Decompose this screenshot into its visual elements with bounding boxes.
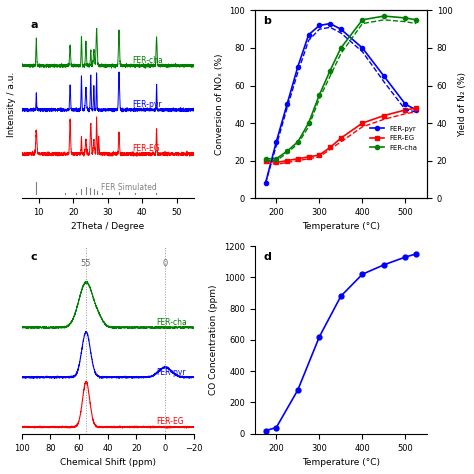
FER-pyr [338, 27, 344, 32]
Text: a: a [30, 20, 37, 30]
Text: FER-EG: FER-EG [132, 144, 159, 153]
Line: FER-pyr: FER-pyr [264, 21, 419, 185]
FER-pyr [360, 45, 365, 51]
FER-EG [284, 158, 290, 164]
FER-EG [413, 105, 419, 111]
FER-pyr [284, 101, 290, 107]
Y-axis label: Intensity / a.u.: Intensity / a.u. [7, 72, 16, 137]
X-axis label: Chemical Shift (ppm): Chemical Shift (ppm) [60, 458, 155, 467]
Text: 55: 55 [81, 259, 91, 268]
FER-EG [306, 154, 311, 160]
FER-EG [402, 107, 408, 113]
Text: b: b [264, 16, 271, 26]
Text: FER-pyr: FER-pyr [156, 367, 186, 376]
FER-cha [263, 156, 268, 162]
FER-EG [360, 120, 365, 126]
FER-pyr [263, 180, 268, 186]
FER-pyr [327, 21, 333, 27]
X-axis label: 2Theta / Degree: 2Theta / Degree [71, 222, 144, 231]
FER-EG [263, 158, 268, 164]
Legend: FER-pyr, FER-EG, FER-cha: FER-pyr, FER-EG, FER-cha [367, 123, 420, 154]
X-axis label: Temperature (°C): Temperature (°C) [302, 222, 380, 231]
FER-cha [295, 139, 301, 145]
FER-pyr [413, 107, 419, 113]
Text: 0: 0 [163, 259, 168, 268]
FER-cha [338, 45, 344, 51]
FER-pyr [381, 73, 387, 79]
Text: FER-pyr: FER-pyr [132, 100, 161, 109]
FER-cha [273, 156, 279, 162]
Text: FER-cha: FER-cha [132, 56, 163, 65]
FER-cha [306, 120, 311, 126]
FER-pyr [295, 64, 301, 70]
Text: FER Simulated: FER Simulated [101, 183, 156, 192]
FER-EG [327, 145, 333, 150]
Text: FER-cha: FER-cha [156, 318, 187, 327]
Y-axis label: Yield of N₂ (%): Yield of N₂ (%) [458, 72, 467, 137]
X-axis label: Temperature (°C): Temperature (°C) [302, 458, 380, 467]
Text: FER-EG: FER-EG [156, 417, 184, 426]
FER-cha [284, 148, 290, 154]
Text: c: c [30, 252, 37, 262]
FER-cha [413, 17, 419, 23]
FER-EG [381, 113, 387, 118]
FER-EG [273, 160, 279, 165]
FER-cha [327, 68, 333, 73]
FER-pyr [306, 32, 311, 38]
FER-cha [381, 13, 387, 19]
Text: d: d [264, 252, 271, 262]
FER-pyr [317, 23, 322, 28]
Line: FER-EG: FER-EG [264, 106, 419, 164]
FER-EG [295, 156, 301, 162]
Line: FER-cha: FER-cha [264, 14, 419, 161]
Y-axis label: Conversion of NOₓ (%): Conversion of NOₓ (%) [215, 54, 224, 155]
FER-cha [360, 17, 365, 23]
FER-cha [402, 15, 408, 21]
FER-pyr [273, 139, 279, 145]
FER-EG [338, 135, 344, 141]
FER-EG [317, 152, 322, 158]
FER-pyr [402, 101, 408, 107]
FER-cha [317, 92, 322, 98]
Y-axis label: CO Concentration (ppm): CO Concentration (ppm) [210, 285, 219, 395]
